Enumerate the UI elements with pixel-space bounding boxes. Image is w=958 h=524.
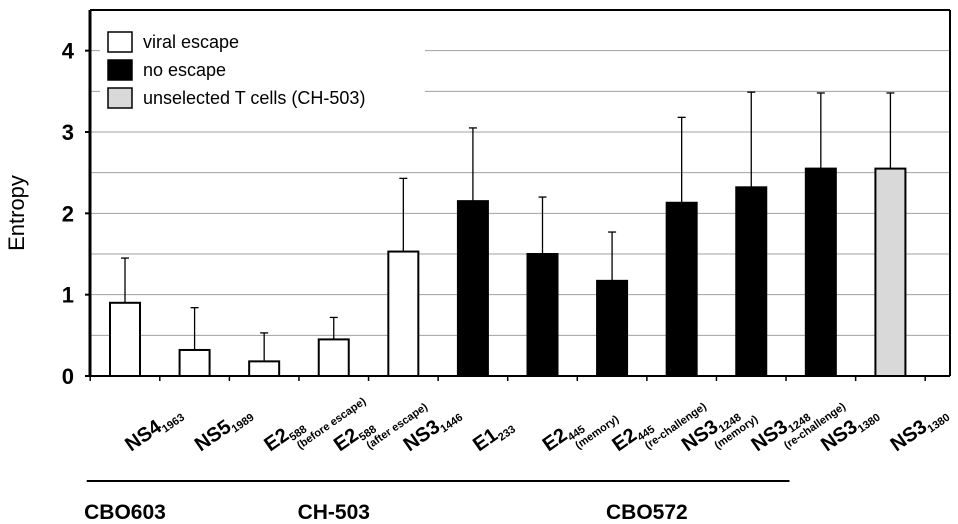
y-tick-labels: 0 1 2 3 4 xyxy=(62,39,75,389)
y-tick-label: 4 xyxy=(62,39,75,64)
category-label: NS41963 xyxy=(121,402,187,458)
category-main: NS3 xyxy=(887,416,931,456)
bar xyxy=(109,301,141,377)
bar xyxy=(596,279,629,377)
legend: viral escape no escape unselected T cells … xyxy=(100,24,425,116)
category-label: E1233 xyxy=(469,414,518,458)
group-label: CBO603 xyxy=(84,501,166,524)
group-label: CBO572 xyxy=(606,501,688,524)
category-main: E2 xyxy=(330,424,363,456)
category-label: NS31380 xyxy=(887,402,953,458)
category-subscript: 1989 xyxy=(230,412,257,436)
legend-swatch xyxy=(107,31,133,53)
category-label: E2588(after escape) xyxy=(330,401,430,456)
category-main: E2 xyxy=(539,424,572,456)
category-subscript: 1380 xyxy=(925,412,952,436)
category-main: E2 xyxy=(260,424,293,456)
category-main: E1 xyxy=(469,424,502,456)
bar xyxy=(456,200,489,377)
category-label: NS31248(re-challenge) xyxy=(747,400,848,456)
category-label-text: NS51989 xyxy=(191,402,257,458)
bar xyxy=(178,348,211,377)
bar xyxy=(387,250,420,377)
bar xyxy=(874,167,907,377)
y-tick-label: 2 xyxy=(62,201,74,226)
category-label: NS51989 xyxy=(191,402,257,458)
legend-label: no escape xyxy=(143,60,226,80)
legend-label: unselected T cells (CH-503) xyxy=(143,88,365,108)
bar xyxy=(665,201,698,377)
group-label: CH-503 xyxy=(298,501,370,524)
bar xyxy=(317,338,350,377)
y-tick-label: 3 xyxy=(62,120,74,145)
category-label: NS31248(memory) xyxy=(678,412,761,457)
category-label-text: NS31380 xyxy=(887,402,953,458)
category-main: NS4 xyxy=(121,415,166,456)
group-brackets: CBO603 CH-503 CBO572 xyxy=(84,480,790,524)
legend-label: viral escape xyxy=(143,32,239,52)
category-main: E2 xyxy=(608,424,641,456)
category-subscript: 1963 xyxy=(160,412,187,436)
axes xyxy=(85,9,951,381)
category-label-text: NS41963 xyxy=(121,402,187,458)
category-subscript: 1380 xyxy=(856,412,883,436)
category-label-text: E1233 xyxy=(469,414,518,458)
legend-background xyxy=(100,24,425,116)
category-subscript: 1446 xyxy=(438,412,465,436)
category-main: NS5 xyxy=(191,416,235,456)
y-axis-label: Entropy xyxy=(4,175,29,251)
legend-swatch xyxy=(107,59,133,81)
category-label: E2445(memory) xyxy=(539,413,622,456)
legend-swatch xyxy=(107,87,133,109)
y-tick-label: 1 xyxy=(62,283,74,308)
y-tick-label: 0 xyxy=(62,364,74,389)
bar xyxy=(248,360,281,377)
category-label: E2445(re-challenge) xyxy=(608,400,709,456)
bars xyxy=(109,91,907,377)
bar xyxy=(804,167,837,377)
bar xyxy=(526,253,559,377)
bar xyxy=(735,186,768,377)
category-label: E2588(before escape) xyxy=(260,395,368,456)
